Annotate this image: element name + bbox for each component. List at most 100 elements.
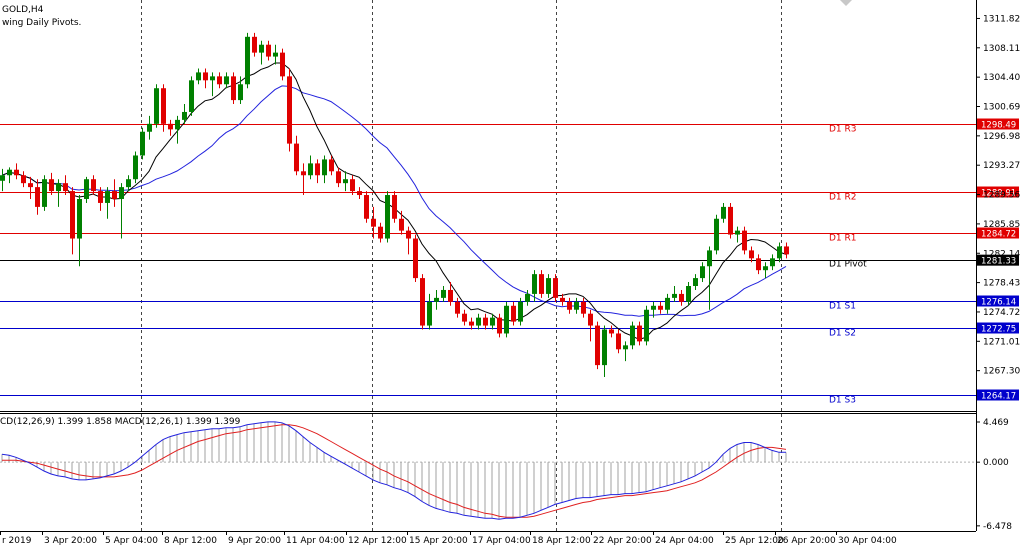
candle-32: [224, 72, 229, 89]
candle-body-77: [539, 274, 544, 294]
candle-body-108: [756, 258, 761, 271]
candle-3: [21, 171, 26, 188]
candle-body-30: [210, 76, 215, 81]
candle-body-56: [392, 195, 397, 219]
candle-body-23: [161, 88, 166, 124]
candle-30: [210, 72, 215, 97]
candle-body-69: [483, 317, 488, 326]
price-axis-ticks: 1311.82 1308.11 1304.40 1300.69 1296.98 1293.…: [976, 14, 1020, 377]
candle-112: [784, 242, 789, 259]
candle-69: [483, 313, 488, 330]
price-tick-label-3: 1300.69: [983, 103, 1020, 113]
candle-29: [203, 68, 208, 89]
time-tick-label-14: 30 Apr 04:00: [838, 536, 897, 546]
candle-54: [378, 222, 383, 243]
candle-body-82: [574, 301, 579, 310]
candle-89: [623, 341, 628, 362]
candle-body-49: [343, 179, 348, 184]
candle-107: [749, 246, 754, 263]
time-tick-label-9: 18 Apr 12:00: [532, 536, 591, 546]
price-tick-label-12: 1267.30: [983, 367, 1020, 377]
candle-91: [637, 321, 642, 346]
candle-body-55: [385, 195, 390, 239]
candle-body-42: [294, 143, 299, 172]
level-tag-value-6: 1264.17: [981, 392, 1016, 402]
candle-1: [7, 167, 12, 184]
candle-body-62: [434, 297, 439, 302]
candle-0: [0, 168, 5, 192]
time-axis-ticks: r 2019 3 Apr 20:00 5 Apr 04:00 8 Apr 12:00 9…: [0, 531, 897, 546]
candle-97: [679, 289, 684, 306]
candle-51: [357, 187, 362, 199]
candle-body-98: [686, 286, 691, 302]
candle-body-68: [476, 317, 481, 326]
candle-body-112: [784, 246, 789, 255]
candle-body-29: [203, 72, 208, 81]
level-tag-box-1: [977, 186, 1019, 198]
candle-47: [329, 155, 334, 176]
candle-body-107: [749, 250, 754, 259]
level-tag-value-2: 1284.72: [981, 230, 1016, 240]
candle-23: [161, 84, 166, 132]
candle-body-32: [224, 76, 229, 85]
time-tick-label-6: 12 Apr 12:00: [348, 536, 407, 546]
candle-body-87: [609, 329, 614, 334]
candle-61: [427, 293, 432, 330]
candle-body-37: [259, 44, 264, 53]
level-tag-box-0: [977, 118, 1019, 130]
candle-72: [504, 301, 509, 338]
candle-body-100: [700, 266, 705, 279]
time-tick-label-13: 26 Apr 20:00: [777, 536, 836, 546]
price-tick-label-8: 1282.14: [983, 249, 1020, 259]
price-tick-label-1: 1308.11: [983, 44, 1020, 54]
candle-body-45: [315, 163, 320, 176]
price-tick-label-0: 1311.82: [983, 14, 1020, 24]
level-name-0: D1 R3: [829, 125, 857, 135]
candle-body-22: [154, 88, 159, 124]
candle-body-14: [98, 191, 103, 203]
candle-90: [630, 321, 635, 350]
candle-10: [70, 187, 75, 255]
candle-body-46: [322, 159, 327, 176]
candle-82: [574, 297, 579, 314]
candle-body-10: [70, 191, 75, 239]
macd-panel: [0, 421, 976, 520]
candle-body-1: [7, 169, 12, 176]
candle-102: [714, 214, 719, 255]
scroll-marker-icon[interactable]: [840, 0, 852, 6]
candle-body-52: [364, 195, 369, 219]
candle-65: [455, 297, 460, 318]
candle-body-44: [308, 163, 313, 176]
level-tag-value-5: 1272.75: [981, 325, 1016, 335]
candle-24: [168, 119, 173, 136]
candle-66: [462, 309, 467, 326]
candle-75: [525, 289, 530, 306]
candle-40: [280, 48, 285, 81]
candle-16: [112, 179, 117, 207]
candle-27: [189, 76, 194, 116]
candle-70: [490, 313, 495, 330]
candle-56: [392, 191, 397, 223]
candle-body-105: [735, 230, 740, 235]
level-name-1: D1 R2: [829, 193, 857, 203]
indicator-name: wing Daily Pivots.: [2, 18, 81, 28]
macd-axis-ticks: 4.469 0.000 -6.478: [976, 418, 1012, 532]
candle-body-102: [714, 218, 719, 251]
candle-52: [364, 191, 369, 223]
candle-101: [707, 246, 712, 310]
price-tick-label-5: 1293.27: [983, 161, 1020, 171]
candle-body-72: [504, 305, 509, 334]
candle-body-41: [287, 76, 292, 144]
candle-38: [266, 40, 271, 61]
candle-body-11: [77, 198, 82, 239]
candle-86: [602, 325, 607, 377]
candle-body-92: [644, 309, 649, 342]
candle-body-18: [126, 179, 131, 188]
time-tick-label-3: 8 Apr 12:00: [164, 536, 217, 546]
candle-110: [770, 254, 775, 271]
candle-71: [497, 313, 502, 338]
candle-body-97: [679, 293, 684, 302]
candle-85: [595, 321, 600, 370]
candles: [0, 32, 789, 377]
